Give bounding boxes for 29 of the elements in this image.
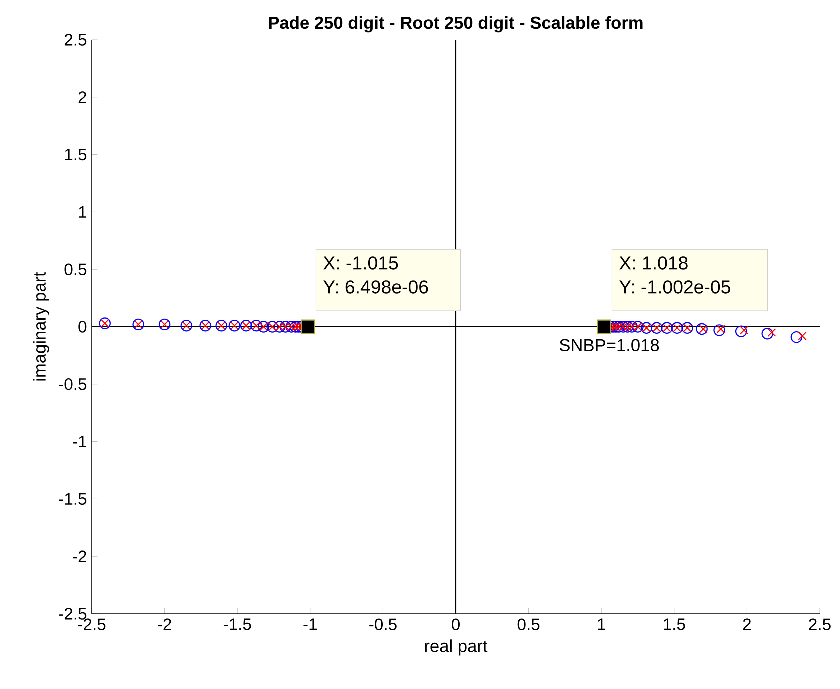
annotation: Y: 6.498e-06	[324, 280, 428, 294]
chart-title: Pade 250 digit - Root 250 digit - Scalable form	[269, 16, 643, 33]
y-tick-label: -0.5	[59, 378, 87, 390]
y-tick-label: 1.5	[65, 148, 87, 161]
y-tick-label: -2.5	[59, 608, 87, 620]
x-axis-title: real part	[425, 640, 488, 656]
x-tick-label: 0.5	[518, 618, 540, 630]
y-tick-label: -2	[73, 550, 86, 562]
y-tick-label: 2	[78, 92, 86, 104]
x-tick-label: -2	[158, 618, 172, 630]
x-tick-label: 1.5	[664, 618, 686, 630]
x-tick-label: -1.5	[224, 618, 252, 630]
y-tick-label: -1.5	[59, 493, 87, 506]
x-tick-label: -1	[304, 618, 317, 630]
annotation: SNBP=1.018	[560, 339, 660, 352]
y-tick-label: 0	[78, 321, 87, 333]
y-axis-title: imaginary part	[33, 272, 50, 381]
annotation: X: -1.015	[324, 256, 398, 270]
y-tick-label: 0.5	[64, 264, 87, 276]
annotation: X: 1.018	[620, 256, 688, 270]
annotation: Y: -1.002e-05	[620, 280, 730, 294]
y-tick-label: 2.5	[64, 34, 87, 46]
y-tick-label: -1	[73, 436, 86, 448]
x-tick-label: 2.5	[809, 618, 831, 630]
y-tick-label: 1	[79, 206, 86, 218]
x-tick-label: 0	[452, 618, 460, 630]
x-tick-label: 1	[598, 618, 606, 630]
x-tick-label: -0.5	[370, 618, 397, 630]
x-tick-label: 2	[743, 618, 751, 630]
